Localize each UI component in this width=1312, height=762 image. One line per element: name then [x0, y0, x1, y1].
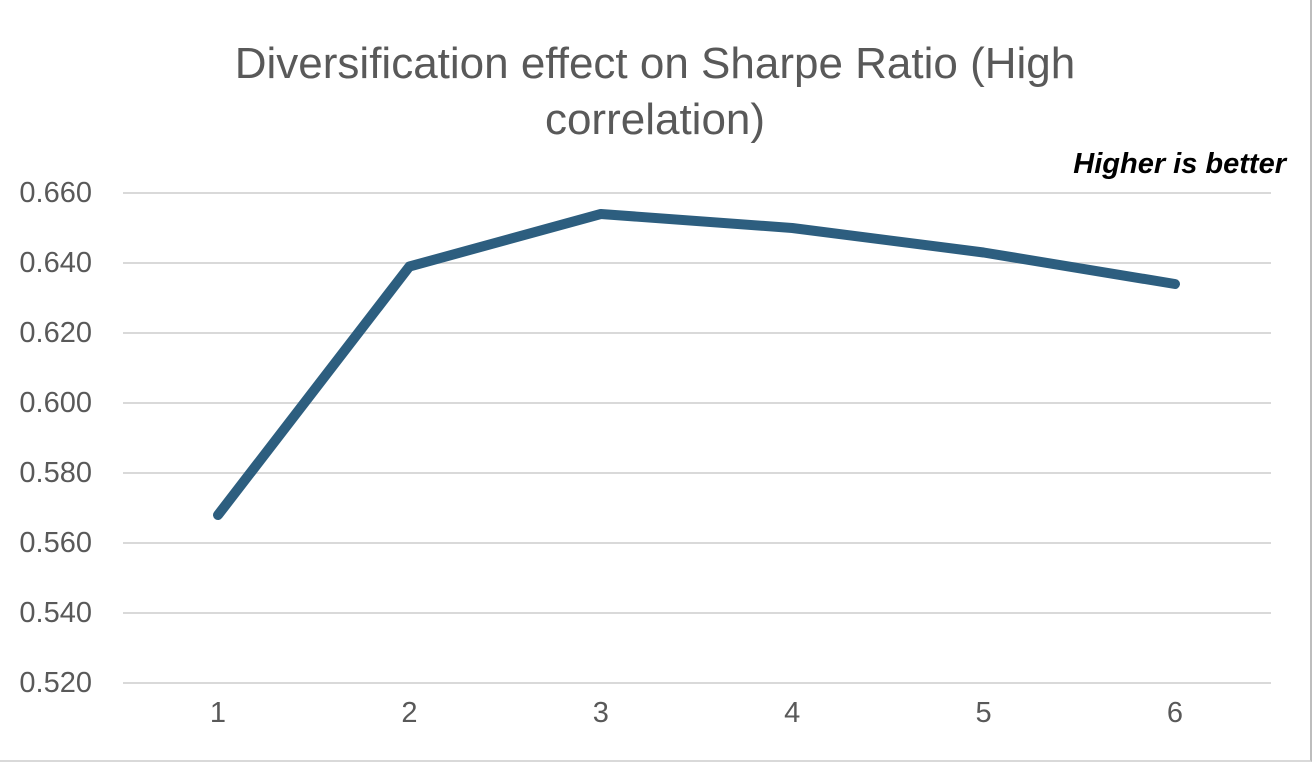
gridlines: [123, 192, 1271, 684]
x-axis-tick-label: 4: [784, 697, 801, 729]
y-axis-tick-label: 0.640: [19, 247, 92, 279]
chart-title-line1: Diversification effect on Sharpe Ratio (…: [234, 39, 1076, 88]
y-axis-tick-label: 0.540: [19, 597, 92, 629]
y-axis-tick-label: 0.560: [19, 527, 92, 559]
x-axis-tick-label: 5: [975, 697, 992, 729]
chart-title-line2: correlation): [544, 95, 766, 144]
y-axis-tick-label: 0.600: [19, 387, 92, 419]
x-axis-tick-label: 2: [401, 697, 418, 729]
x-axis-tick-label: 3: [592, 697, 609, 729]
y-axis-tick-label: 0.660: [19, 177, 92, 209]
x-axis-tick-label: 1: [209, 697, 227, 729]
series-line: [213, 209, 1180, 520]
x-axis-tick-label: 6: [1166, 697, 1184, 729]
y-axis-tick-label: 0.620: [19, 317, 92, 349]
chart-title: Diversification effect on Sharpe Ratio (…: [0, 36, 1310, 148]
y-axis-tick-label: 0.580: [19, 457, 92, 489]
y-axis-tick-label: 0.520: [19, 667, 92, 699]
higher-is-better-note: Higher is better: [1073, 148, 1286, 180]
